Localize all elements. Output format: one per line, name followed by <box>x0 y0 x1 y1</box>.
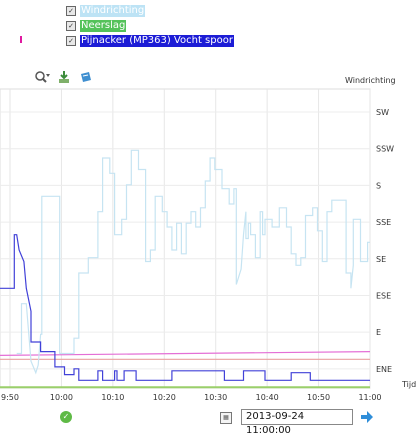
series-line-pink <box>0 351 371 356</box>
series-line-windrichting <box>16 149 370 375</box>
legend-label: Pijnacker (MP363) Vocht spoor <box>80 35 234 47</box>
y-axis-title: Windrichting <box>345 76 396 85</box>
plot-area <box>0 88 371 389</box>
y-tick-label: SE <box>376 255 386 264</box>
arrow-right-icon[interactable] <box>360 409 374 423</box>
bottom-bar: ✓ ▦ 2013-09-24 11:00:00 <box>0 408 417 436</box>
x-tick-label: 10:00 <box>50 393 73 402</box>
checkbox-icon[interactable]: ✓ <box>66 21 76 31</box>
legend-item-neerslag[interactable]: ✓ Neerslag <box>66 19 234 33</box>
y-tick-label: SSW <box>376 145 394 154</box>
check-icon[interactable]: ✓ <box>60 411 72 423</box>
zoom-icon[interactable] <box>34 70 50 84</box>
series-marker <box>20 36 22 43</box>
calendar-icon[interactable]: ▦ <box>220 412 232 424</box>
legend-item-vocht[interactable]: ✓ Pijnacker (MP363) Vocht spoor <box>66 34 234 48</box>
y-tick-label: SW <box>376 108 389 117</box>
x-tick-label: 10:20 <box>153 393 176 402</box>
checkbox-icon[interactable]: ✓ <box>66 36 76 46</box>
export-icon[interactable] <box>56 70 72 84</box>
x-tick-label: 10:30 <box>204 393 227 402</box>
x-tick-label: 9:50 <box>1 393 19 402</box>
print-icon[interactable] <box>78 70 94 84</box>
y-tick-label: E <box>376 328 381 337</box>
y-tick-label: SSE <box>376 218 391 227</box>
y-tick-label: S <box>376 181 381 190</box>
chart-plot: 9:50 10:00 10:10 10:20 10:30 10:40 10:50 11:00 … <box>0 88 394 402</box>
series-line-pijnacker-mp363-vocht-spoor <box>0 234 370 381</box>
y-tick-label: ESE <box>376 291 391 300</box>
datetime-input[interactable]: 2013-09-24 11:00:00 <box>241 409 353 436</box>
legend-label: Windrichting <box>80 5 146 17</box>
x-tick-label: 10:10 <box>101 393 124 402</box>
checkbox-icon[interactable]: ✓ <box>66 6 76 16</box>
chart-toolbar <box>34 70 94 84</box>
y-tick-label: ENE <box>376 365 392 374</box>
chart-legend: ✓ Windrichting ✓ Neerslag ✓ Pijnacker (M… <box>66 4 234 49</box>
legend-item-windrichting[interactable]: ✓ Windrichting <box>66 4 234 18</box>
x-tick-label: 11:00 <box>358 393 381 402</box>
x-tick-label: 10:50 <box>307 393 330 402</box>
x-tick-label: 10:40 <box>256 393 279 402</box>
legend-label: Neerslag <box>80 20 127 32</box>
x-axis-unit: Tijd <box>402 380 417 389</box>
